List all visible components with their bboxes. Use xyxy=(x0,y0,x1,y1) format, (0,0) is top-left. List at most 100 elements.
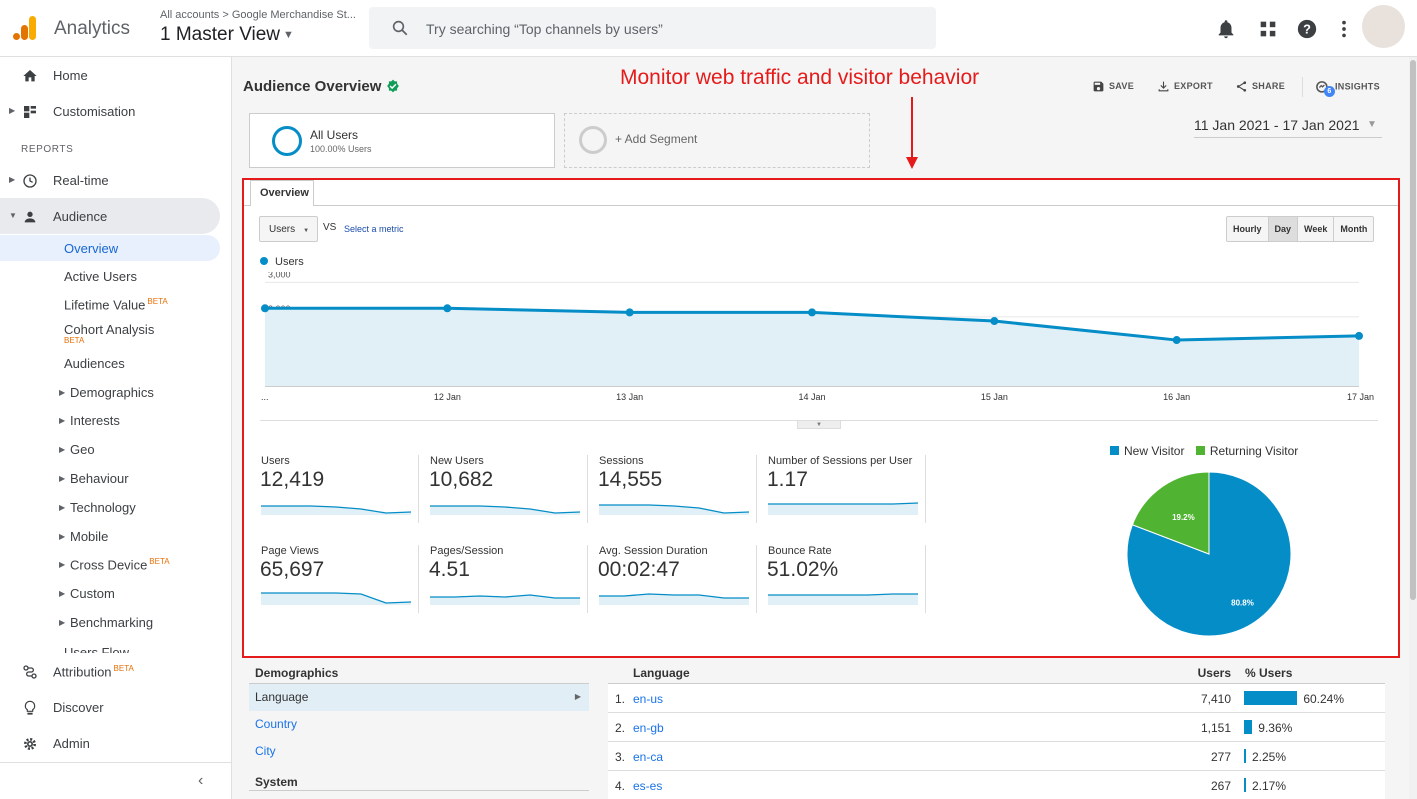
demographics-item-country[interactable]: Country xyxy=(249,711,589,738)
metric-tile[interactable]: Pages/Session 4.51 xyxy=(424,545,588,623)
metric-tile[interactable]: New Users 10,682 xyxy=(424,455,588,533)
scrollbar-thumb[interactable] xyxy=(1410,60,1416,600)
sidebar-item-attribution[interactable]: Attribution BETA xyxy=(0,653,220,689)
segment-all-users[interactable]: All Users 100.00% Users xyxy=(249,113,555,168)
collapse-sidebar-button[interactable]: ‹ xyxy=(198,772,204,789)
chevron-right-icon: ▶ xyxy=(59,474,66,483)
bell-icon[interactable] xyxy=(1215,18,1237,40)
share-button[interactable]: SHARE xyxy=(1235,80,1285,93)
metric-value: 14,555 xyxy=(598,468,663,491)
sidebar-subitem-overview[interactable]: Overview xyxy=(0,235,220,261)
granularity-month-button[interactable]: Month xyxy=(1333,217,1374,241)
more-vert-icon[interactable] xyxy=(1333,18,1355,40)
legend-swatch-icon xyxy=(1110,446,1119,455)
sidebar-subitem-technology[interactable]: ▶ Technology xyxy=(0,494,220,520)
pct-bar xyxy=(1244,720,1253,734)
sidebar-subitem-interests[interactable]: ▶ Interests xyxy=(0,407,220,433)
sidebar-subitem-cohort-analysis[interactable]: Cohort Analysis BETA xyxy=(0,316,220,350)
attribution-icon xyxy=(23,665,37,679)
granularity-buttons: Hourly Day Week Month xyxy=(1226,216,1375,242)
sidebar-subitem-benchmarking[interactable]: ▶ Benchmarking xyxy=(0,609,220,635)
view-selector[interactable]: 1 Master View ▼ xyxy=(160,24,294,46)
sidebar-item-admin[interactable]: Admin xyxy=(0,725,220,761)
granularity-day-button[interactable]: Day xyxy=(1267,217,1298,241)
reports-header: REPORTS xyxy=(21,144,74,155)
legend-swatch-icon xyxy=(1195,446,1205,455)
avatar[interactable] xyxy=(1362,5,1405,48)
search-input[interactable]: Try searching “Top channels by users” xyxy=(426,21,663,37)
metric-tile[interactable]: Avg. Session Duration 00:02:47 xyxy=(593,545,757,623)
chevron-right-icon: ▶ xyxy=(59,445,66,454)
sparkline-fill xyxy=(261,506,411,515)
language-link[interactable]: es-es xyxy=(633,779,663,793)
data-point xyxy=(443,304,452,313)
demographics-item-city[interactable]: City xyxy=(249,738,589,765)
apps-grid-icon[interactable] xyxy=(1257,18,1279,40)
save-button[interactable]: SAVE xyxy=(1092,80,1134,93)
sidebar-subitem-geo[interactable]: ▶ Geo xyxy=(0,436,220,462)
metric-tile[interactable]: Sessions 14,555 xyxy=(593,455,757,533)
metric-selector[interactable]: Users ▼ xyxy=(259,216,318,242)
table-row: 3. en-ca 277 2.25% xyxy=(608,742,1385,771)
add-segment-button[interactable]: + Add Segment xyxy=(564,113,870,168)
visitor-pie-chart[interactable]: 80.8% 19.2% xyxy=(1126,471,1292,637)
insights-button[interactable]: 6 INSIGHTS xyxy=(1315,80,1380,97)
granularity-week-button[interactable]: Week xyxy=(1297,217,1334,241)
sidebar-subitem-mobile[interactable]: ▶ Mobile xyxy=(0,523,220,549)
chart-resize-handle[interactable]: ▼ xyxy=(797,420,841,429)
segment-name: All Users xyxy=(310,128,359,142)
sidebar-subitem-users-flow[interactable]: Users Flow xyxy=(0,639,220,653)
sidebar-item-audience[interactable]: ▼ Audience xyxy=(0,198,220,234)
divider xyxy=(756,545,757,613)
sidebar-subitem-audiences[interactable]: Audiences xyxy=(0,350,220,376)
x-tick-label: 13 Jan xyxy=(616,392,643,402)
sparkline-line xyxy=(261,505,411,514)
tab-overview[interactable]: Overview xyxy=(250,180,314,206)
sidebar-subitem-demographics[interactable]: ▶ Demographics xyxy=(0,379,220,405)
metric-tile[interactable]: Bounce Rate 51.02% xyxy=(762,545,926,623)
date-range-picker[interactable]: 11 Jan 2021 - 17 Jan 2021 xyxy=(1194,117,1360,133)
export-button[interactable]: EXPORT xyxy=(1157,80,1213,93)
users-value: 1,151 xyxy=(1200,721,1231,735)
table-row: 4. es-es 267 2.17% xyxy=(608,771,1385,799)
search-bar[interactable]: Try searching “Top channels by users” xyxy=(369,7,936,49)
language-link[interactable]: en-us xyxy=(633,692,664,706)
chevron-right-icon: ▶ xyxy=(59,532,66,541)
sidebar-subitem-custom[interactable]: ▶ Custom xyxy=(0,580,220,606)
sidebar-subitem-lifetime-value[interactable]: Lifetime Value BETA xyxy=(0,291,220,317)
sidebar: Home ▶ Customisation REPORTS ▶ Real-time… xyxy=(0,57,232,799)
granularity-hourly-button[interactable]: Hourly xyxy=(1227,217,1268,241)
divider xyxy=(244,205,1398,206)
sidebar-subitem-cross-device[interactable]: ▶ Cross Device BETA xyxy=(0,551,220,577)
sidebar-item-realtime[interactable]: ▶ Real-time xyxy=(0,162,220,198)
sidebar-subitem-behaviour[interactable]: ▶ Behaviour xyxy=(0,465,220,491)
metric-tile[interactable]: Page Views 65,697 xyxy=(255,545,419,623)
sidebar-item-home[interactable]: Home xyxy=(0,57,220,93)
demographics-item-language[interactable]: Language ▶ xyxy=(249,684,589,711)
sparkline-fill xyxy=(261,593,411,605)
divider xyxy=(925,545,926,613)
subitem-label: Overview xyxy=(64,241,119,256)
caret-down-icon[interactable]: ▼ xyxy=(1367,119,1377,130)
metric-tile[interactable]: Users 12,419 xyxy=(255,455,419,533)
legend-new-visitor: New Visitor xyxy=(1124,444,1185,458)
annotation-arrow-icon xyxy=(906,97,918,169)
help-icon[interactable]: ? xyxy=(1296,18,1318,40)
column-header-users[interactable]: Users xyxy=(1197,666,1231,680)
select-metric-link[interactable]: Select a metric xyxy=(344,224,404,234)
beta-badge: BETA xyxy=(147,297,168,306)
metric-tile[interactable]: Number of Sessions per User 1.17 xyxy=(762,455,926,533)
data-point xyxy=(1172,336,1181,345)
analytics-logo-icon[interactable] xyxy=(12,14,38,42)
account-breadcrumb[interactable]: All accounts > Google Merchandise St... xyxy=(160,9,356,21)
sidebar-item-discover[interactable]: Discover xyxy=(0,689,220,725)
row-number: 4. xyxy=(615,779,626,793)
search-icon xyxy=(392,20,408,36)
language-link[interactable]: en-ca xyxy=(633,750,664,764)
sidebar-subitem-active-users[interactable]: Active Users xyxy=(0,263,220,289)
sidebar-item-customisation[interactable]: ▶ Customisation xyxy=(0,93,220,129)
clock-icon xyxy=(23,174,37,188)
table-body: 1. en-us 7,410 60.24% 2. en-gb 1,151 9.36% 3. en-… xyxy=(608,684,1385,799)
language-link[interactable]: en-gb xyxy=(633,721,664,735)
